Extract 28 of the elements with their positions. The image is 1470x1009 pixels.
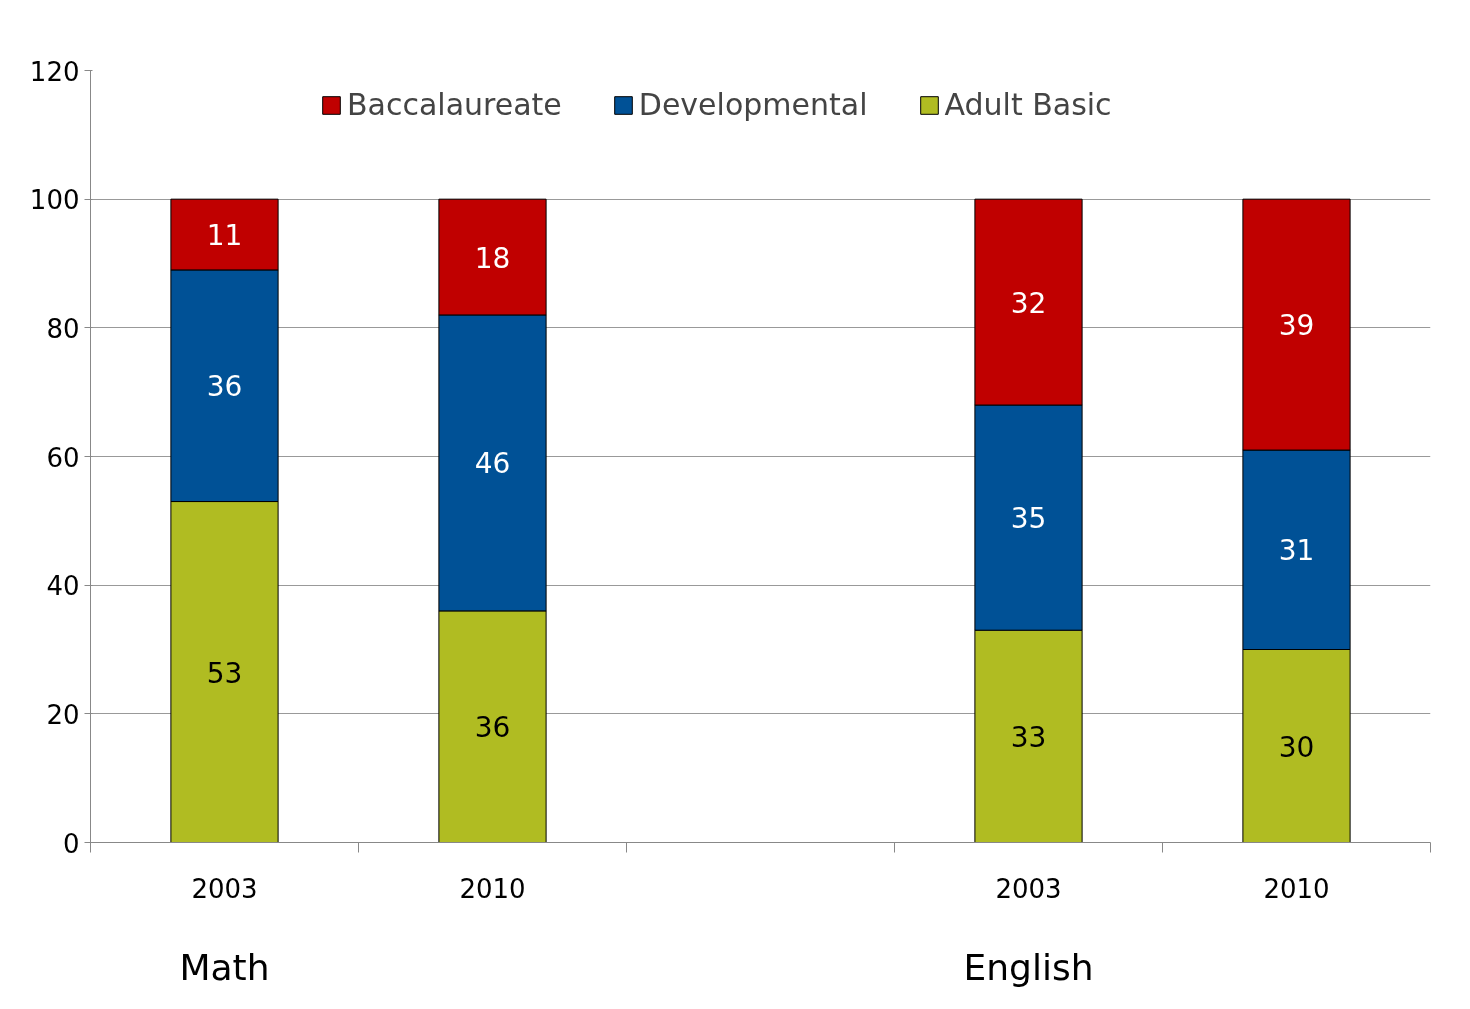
data-label: 39 bbox=[1278, 309, 1315, 343]
data-label: 53 bbox=[206, 656, 243, 690]
legend-label: Adult Basic bbox=[944, 87, 1112, 122]
data-label: 30 bbox=[1278, 730, 1315, 764]
data-label: 33 bbox=[1010, 720, 1047, 754]
data-label: 32 bbox=[1010, 286, 1047, 320]
y-tick-label: 60 bbox=[46, 442, 80, 473]
data-label: 31 bbox=[1278, 534, 1315, 568]
y-tick-label: 40 bbox=[46, 571, 80, 602]
text: Math bbox=[179, 946, 270, 988]
data-label: 46 bbox=[474, 447, 511, 481]
y-tick-label: 120 bbox=[29, 56, 80, 87]
text: English bbox=[963, 946, 1094, 988]
data-label: 18 bbox=[474, 241, 511, 275]
data-label: 35 bbox=[1010, 502, 1047, 536]
data-label: 11 bbox=[206, 219, 243, 253]
x-tick-label: 2010 bbox=[459, 873, 526, 904]
data-label: 36 bbox=[206, 370, 243, 404]
y-tick-label: 80 bbox=[46, 313, 80, 344]
x-tick-label: 2010 bbox=[1263, 873, 1330, 904]
x-tick-label: 2003 bbox=[995, 873, 1062, 904]
legend-label: Baccalaureate bbox=[347, 87, 562, 122]
data-label: 36 bbox=[474, 711, 511, 745]
y-tick-label: 20 bbox=[46, 699, 80, 730]
y-tick-label: 100 bbox=[29, 185, 80, 216]
y-tick-label: 0 bbox=[62, 828, 80, 859]
legend-label: Developmental bbox=[638, 87, 868, 122]
x-tick-label: 2003 bbox=[191, 873, 258, 904]
